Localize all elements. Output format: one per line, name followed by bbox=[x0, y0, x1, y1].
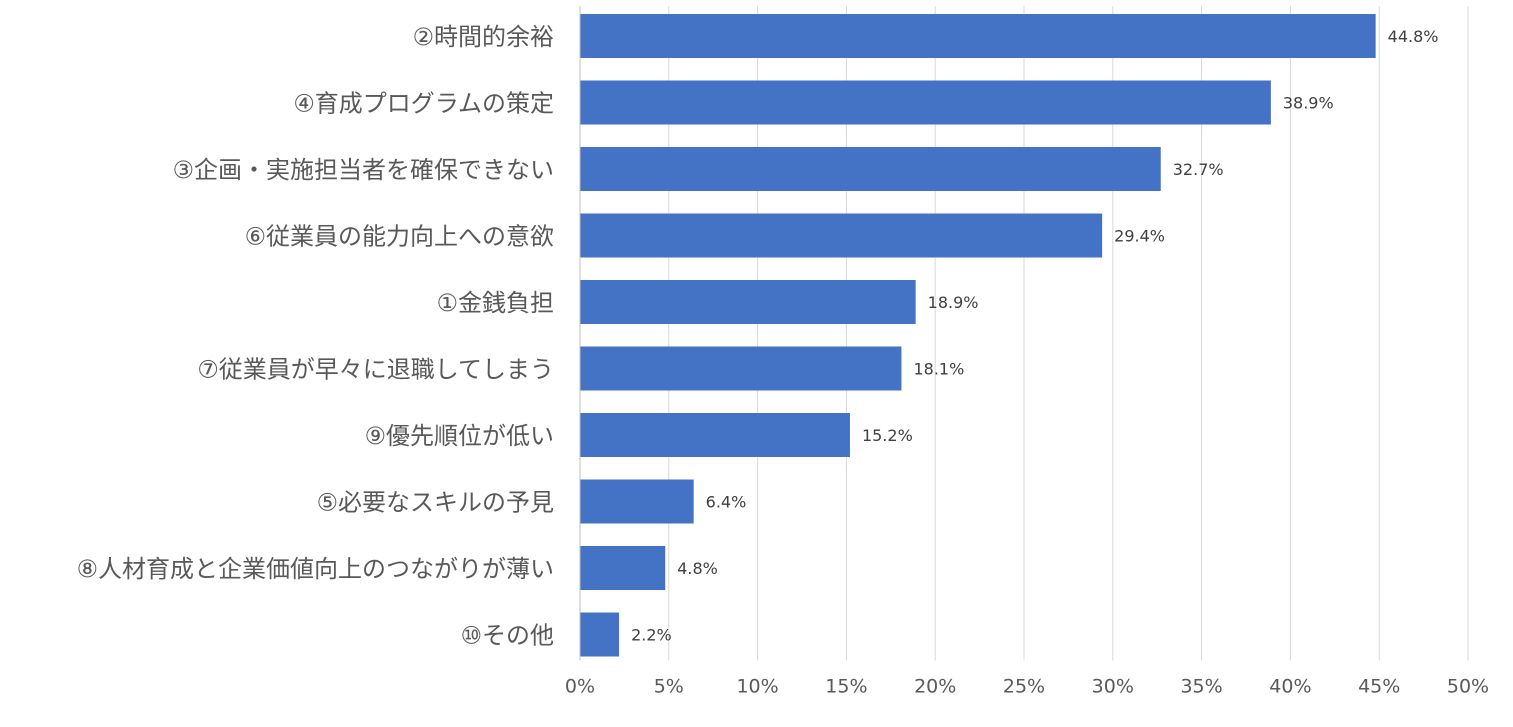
data-label: 15.2% bbox=[862, 426, 913, 445]
bar bbox=[580, 147, 1161, 191]
category-label: ④育成プログラムの策定 bbox=[293, 90, 554, 118]
x-tick-label: 20% bbox=[914, 676, 956, 698]
x-tick-label: 10% bbox=[736, 676, 778, 698]
data-labels: 44.8% 38.9% 32.7% 29.4% 18.9% 18.1% 15.2% 6.4% 4… bbox=[631, 27, 1438, 645]
category-label: ⑥従業員の能力向上への意欲 bbox=[244, 223, 554, 251]
bar bbox=[580, 479, 694, 524]
category-label: ③企画・実施担当者を確保できない bbox=[172, 156, 554, 184]
category-label: ⑨優先順位が低い bbox=[364, 422, 554, 450]
bar bbox=[580, 80, 1271, 125]
category-labels: ②時間的余裕 ④育成プログラムの策定 ③企画・実施担当者を確保できない ⑥従業員の能力… bbox=[76, 23, 554, 650]
bar bbox=[580, 546, 666, 590]
data-label: 29.4% bbox=[1114, 227, 1165, 246]
x-tick-label: 5% bbox=[654, 676, 684, 698]
data-label: 6.4% bbox=[706, 493, 747, 512]
x-tick-label: 50% bbox=[1447, 676, 1489, 698]
bar bbox=[580, 280, 916, 324]
data-label: 2.2% bbox=[631, 626, 672, 645]
bars bbox=[580, 14, 1376, 657]
x-tick-label: 15% bbox=[825, 676, 867, 698]
bar bbox=[580, 213, 1103, 258]
bar bbox=[580, 14, 1376, 58]
x-tick-label: 40% bbox=[1269, 676, 1311, 698]
data-label: 18.1% bbox=[913, 360, 964, 379]
x-tick-label: 35% bbox=[1180, 676, 1222, 698]
x-tick-label: 25% bbox=[1003, 676, 1045, 698]
data-label: 38.9% bbox=[1283, 94, 1334, 113]
data-label: 44.8% bbox=[1388, 27, 1439, 46]
data-label: 18.9% bbox=[928, 293, 979, 312]
category-label: ⑧人材育成と企業価値向上のつながりが薄い bbox=[76, 555, 554, 583]
category-label: ⑩その他 bbox=[460, 622, 554, 650]
data-label: 4.8% bbox=[677, 559, 718, 578]
x-axis-ticks: 0% 5% 10% 15% 20% 25% 30% 35% 40% 45% 50% bbox=[565, 676, 1489, 698]
bar bbox=[580, 413, 850, 457]
category-label: ⑤必要なスキルの予見 bbox=[316, 489, 554, 517]
bar bbox=[580, 346, 902, 391]
category-label: ①金銭負担 bbox=[436, 289, 554, 317]
bar bbox=[580, 612, 620, 657]
data-label: 32.7% bbox=[1173, 160, 1224, 179]
x-tick-label: 0% bbox=[565, 676, 595, 698]
category-label: ⑦従業員が早々に退職してしまう bbox=[197, 356, 554, 384]
x-tick-label: 45% bbox=[1358, 676, 1400, 698]
x-tick-label: 30% bbox=[1092, 676, 1134, 698]
category-label: ②時間的余裕 bbox=[412, 23, 554, 51]
